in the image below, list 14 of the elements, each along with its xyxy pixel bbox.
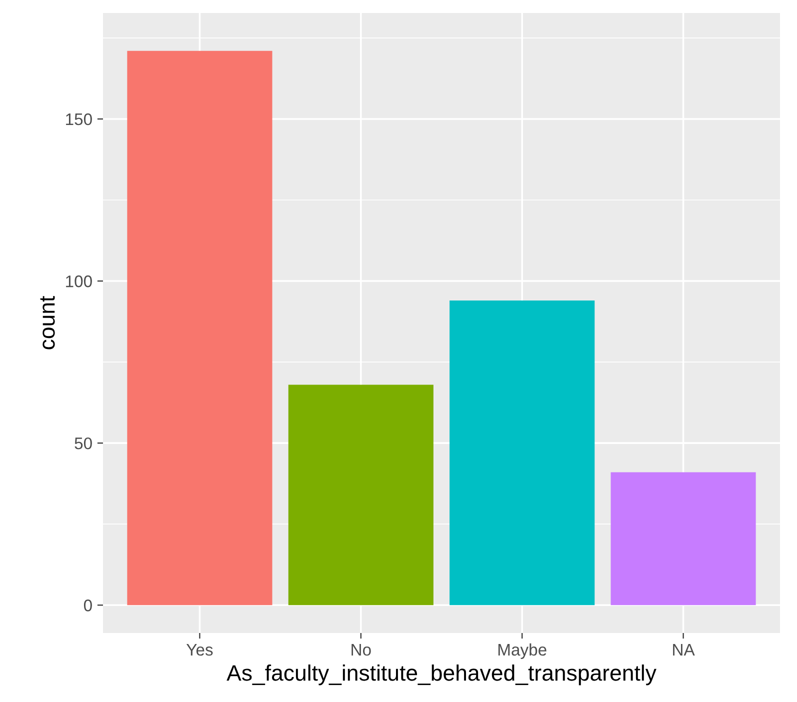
x-tick-label: Maybe (498, 643, 546, 659)
bar (450, 300, 595, 606)
x-tick-label: Yes (186, 644, 213, 656)
y-axis-title: count (40, 296, 55, 350)
x-tick-label: No (352, 644, 371, 656)
bar (127, 50, 272, 606)
bar (288, 384, 434, 606)
y-tick-label: 50 (74, 437, 92, 450)
x-tick-label: NA (673, 644, 695, 656)
x-axis-title: As_faculty_institute_behaved_transparently (226, 664, 656, 686)
bar (610, 472, 756, 606)
y-tick-label: 100 (66, 275, 92, 288)
y-tick-label: 150 (66, 113, 92, 126)
y-tick-label: 0 (84, 600, 92, 612)
